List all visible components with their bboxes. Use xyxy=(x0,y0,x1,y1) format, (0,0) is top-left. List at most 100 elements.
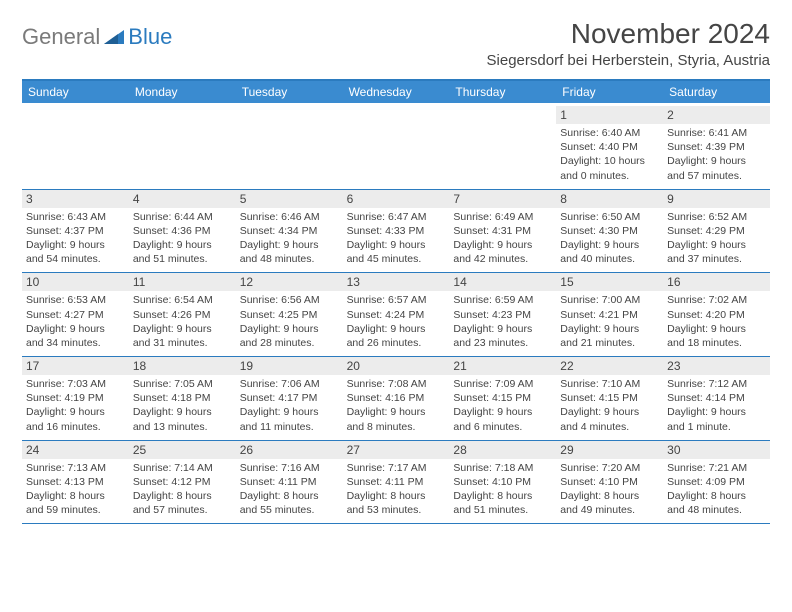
day-number: 28 xyxy=(449,441,556,459)
day-cell: 12Sunrise: 6:56 AMSunset: 4:25 PMDayligh… xyxy=(236,273,343,356)
day-cell: 19 Sunrise: 7:06 AMSunset: 4:17 PMDayligh… xyxy=(236,357,343,440)
day-number: 27 xyxy=(343,441,450,459)
week-row: 10 Sunrise: 6:53 AMSunset: 4:27 PMDayligh… xyxy=(22,273,770,357)
day-info: Sunrise: 7:08 AMSunset: 4:16 PMDaylight:… xyxy=(347,377,446,434)
day-cell: 17Sunrise: 7:03 AMSunset: 4:19 PMDayligh… xyxy=(22,357,129,440)
day-cell: 11 Sunrise: 6:54 AMSunset: 4:26 PMDayligh… xyxy=(129,273,236,356)
daylight-text: Daylight: 8 hours and 57 minutes. xyxy=(133,489,232,517)
weekday-wednesday: Wednesday xyxy=(343,81,450,103)
daylight-text: Daylight: 9 hours and 51 minutes. xyxy=(133,238,232,266)
day-number: 26 xyxy=(236,441,343,459)
daylight-text: Daylight: 9 hours and 57 minutes. xyxy=(667,154,766,182)
day-cell: 21Sunrise: 7:09 AMSunset: 4:15 PMDayligh… xyxy=(449,357,556,440)
day-cell xyxy=(236,103,343,189)
day-number: 15 xyxy=(556,273,663,291)
sunset-text: Sunset: 4:36 PM xyxy=(133,224,232,238)
sunset-text: Sunset: 4:19 PM xyxy=(26,391,125,405)
day-number: 1 xyxy=(556,106,663,124)
sunrise-text: Sunrise: 7:21 AM xyxy=(667,461,766,475)
sunset-text: Sunset: 4:25 PM xyxy=(240,308,339,322)
daylight-text: Daylight: 9 hours and 21 minutes. xyxy=(560,322,659,350)
sunset-text: Sunset: 4:14 PM xyxy=(667,391,766,405)
day-info: Sunrise: 6:57 AMSunset: 4:24 PMDaylight:… xyxy=(347,293,446,350)
day-number: 30 xyxy=(663,441,770,459)
sunset-text: Sunset: 4:10 PM xyxy=(560,475,659,489)
sunrise-text: Sunrise: 7:05 AM xyxy=(133,377,232,391)
sunset-text: Sunset: 4:30 PM xyxy=(560,224,659,238)
day-info: Sunrise: 6:40 AMSunset: 4:40 PMDaylight:… xyxy=(560,126,659,183)
sunset-text: Sunset: 4:17 PM xyxy=(240,391,339,405)
sunset-text: Sunset: 4:18 PM xyxy=(133,391,232,405)
sunset-text: Sunset: 4:15 PM xyxy=(560,391,659,405)
sunset-text: Sunset: 4:29 PM xyxy=(667,224,766,238)
sunrise-text: Sunrise: 6:54 AM xyxy=(133,293,232,307)
day-cell: 24Sunrise: 7:13 AMSunset: 4:13 PMDayligh… xyxy=(22,441,129,524)
day-info: Sunrise: 6:53 AMSunset: 4:27 PMDaylight:… xyxy=(26,293,125,350)
daylight-text: Daylight: 8 hours and 55 minutes. xyxy=(240,489,339,517)
day-info: Sunrise: 7:13 AMSunset: 4:13 PMDaylight:… xyxy=(26,461,125,518)
daylight-text: Daylight: 9 hours and 31 minutes. xyxy=(133,322,232,350)
title-block: November 2024 Siegersdorf bei Herberstei… xyxy=(487,18,770,69)
week-row: 3Sunrise: 6:43 AMSunset: 4:37 PMDaylight… xyxy=(22,190,770,274)
daylight-text: Daylight: 8 hours and 48 minutes. xyxy=(667,489,766,517)
sunset-text: Sunset: 4:27 PM xyxy=(26,308,125,322)
daylight-text: Daylight: 9 hours and 6 minutes. xyxy=(453,405,552,433)
daylight-text: Daylight: 9 hours and 45 minutes. xyxy=(347,238,446,266)
sunset-text: Sunset: 4:37 PM xyxy=(26,224,125,238)
day-cell: 9Sunrise: 6:52 AMSunset: 4:29 PMDaylight… xyxy=(663,190,770,273)
day-cell: 10 Sunrise: 6:53 AMSunset: 4:27 PMDayligh… xyxy=(22,273,129,356)
month-title: November 2024 xyxy=(487,18,770,50)
sunrise-text: Sunrise: 6:56 AM xyxy=(240,293,339,307)
day-info: Sunrise: 7:21 AMSunset: 4:09 PMDaylight:… xyxy=(667,461,766,518)
sunrise-text: Sunrise: 6:57 AM xyxy=(347,293,446,307)
daylight-text: Daylight: 8 hours and 59 minutes. xyxy=(26,489,125,517)
day-number: 7 xyxy=(449,190,556,208)
day-info: Sunrise: 6:56 AMSunset: 4:25 PMDaylight:… xyxy=(240,293,339,350)
day-info: Sunrise: 6:44 AMSunset: 4:36 PMDaylight:… xyxy=(133,210,232,267)
day-number: 21 xyxy=(449,357,556,375)
sunset-text: Sunset: 4:12 PM xyxy=(133,475,232,489)
sunrise-text: Sunrise: 7:16 AM xyxy=(240,461,339,475)
sunset-text: Sunset: 4:23 PM xyxy=(453,308,552,322)
sunset-text: Sunset: 4:26 PM xyxy=(133,308,232,322)
day-cell: 3Sunrise: 6:43 AMSunset: 4:37 PMDaylight… xyxy=(22,190,129,273)
weekday-tuesday: Tuesday xyxy=(236,81,343,103)
header: General Blue November 2024 Siegersdorf b… xyxy=(22,18,770,69)
sunrise-text: Sunrise: 7:10 AM xyxy=(560,377,659,391)
day-info: Sunrise: 7:06 AMSunset: 4:17 PMDaylight:… xyxy=(240,377,339,434)
sunrise-text: Sunrise: 7:08 AM xyxy=(347,377,446,391)
day-number: 19 xyxy=(236,357,343,375)
day-number: 14 xyxy=(449,273,556,291)
calendar: Sunday Monday Tuesday Wednesday Thursday… xyxy=(22,79,770,524)
daylight-text: Daylight: 9 hours and 16 minutes. xyxy=(26,405,125,433)
day-cell xyxy=(449,103,556,189)
day-number: 13 xyxy=(343,273,450,291)
sunrise-text: Sunrise: 6:40 AM xyxy=(560,126,659,140)
day-cell: 1 Sunrise: 6:40 AMSunset: 4:40 PMDaylight… xyxy=(556,103,663,189)
logo: General Blue xyxy=(22,24,172,50)
day-cell: 5Sunrise: 6:46 AMSunset: 4:34 PMDaylight… xyxy=(236,190,343,273)
day-cell: 6Sunrise: 6:47 AMSunset: 4:33 PMDaylight… xyxy=(343,190,450,273)
sunrise-text: Sunrise: 7:03 AM xyxy=(26,377,125,391)
day-info: Sunrise: 6:50 AMSunset: 4:30 PMDaylight:… xyxy=(560,210,659,267)
sunset-text: Sunset: 4:40 PM xyxy=(560,140,659,154)
day-number: 22 xyxy=(556,357,663,375)
logo-text-blue: Blue xyxy=(128,24,172,50)
sunrise-text: Sunrise: 6:59 AM xyxy=(453,293,552,307)
week-row: 1Sunrise: 6:40 AMSunset: 4:40 PMDaylight… xyxy=(22,103,770,190)
sunrise-text: Sunrise: 7:00 AM xyxy=(560,293,659,307)
day-info: Sunrise: 6:41 AMSunset: 4:39 PMDaylight:… xyxy=(667,126,766,183)
sunset-text: Sunset: 4:34 PM xyxy=(240,224,339,238)
sunset-text: Sunset: 4:15 PM xyxy=(453,391,552,405)
day-number: 8 xyxy=(556,190,663,208)
sunrise-text: Sunrise: 6:49 AM xyxy=(453,210,552,224)
day-info: Sunrise: 7:00 AMSunset: 4:21 PMDaylight:… xyxy=(560,293,659,350)
day-number: 10 xyxy=(22,273,129,291)
sunset-text: Sunset: 4:20 PM xyxy=(667,308,766,322)
sunset-text: Sunset: 4:10 PM xyxy=(453,475,552,489)
day-cell: 26Sunrise: 7:16 AMSunset: 4:11 PMDayligh… xyxy=(236,441,343,524)
weekday-saturday: Saturday xyxy=(663,81,770,103)
day-info: Sunrise: 7:03 AMSunset: 4:19 PMDaylight:… xyxy=(26,377,125,434)
day-number: 11 xyxy=(129,273,236,291)
sunrise-text: Sunrise: 7:13 AM xyxy=(26,461,125,475)
